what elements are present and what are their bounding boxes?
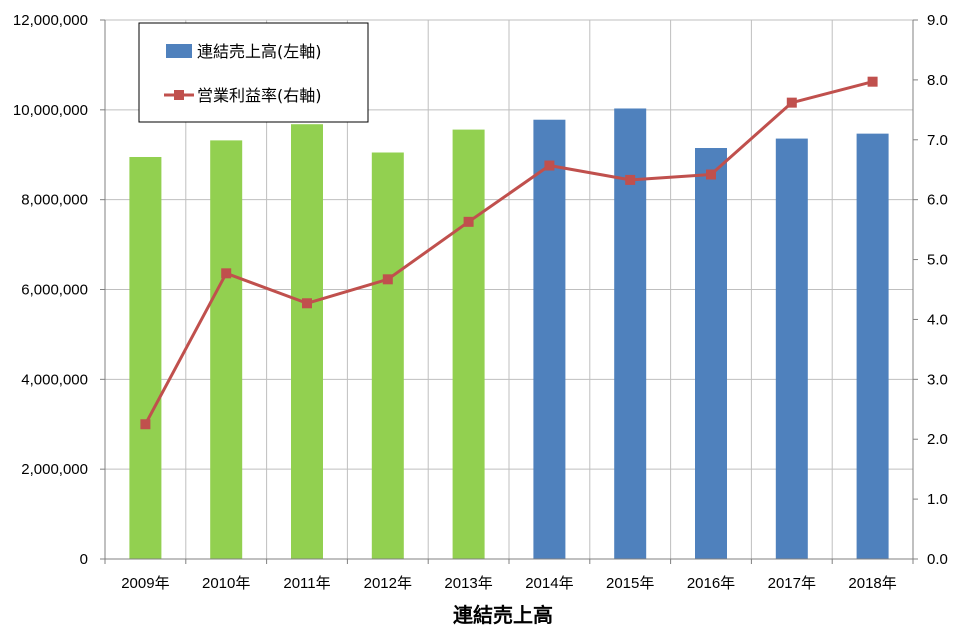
right-tick-label: 9.0 [927, 12, 948, 29]
left-tick-label: 8,000,000 [21, 192, 88, 209]
line-point [221, 268, 232, 279]
category-label: 2015年 [606, 575, 654, 592]
bar [695, 148, 727, 559]
axes [100, 19, 918, 564]
right-tick-label: 3.0 [927, 371, 948, 388]
bar [371, 152, 404, 560]
bar [291, 124, 323, 559]
right-tick-label: 1.0 [927, 491, 948, 508]
bar [533, 119, 566, 559]
line-point [382, 274, 393, 285]
line-path [144, 80, 873, 425]
bar [775, 138, 808, 559]
bar [129, 156, 162, 559]
legend-label-line: 営業利益率(右軸) [197, 86, 322, 105]
legend-swatch-bar [166, 44, 192, 58]
bar [452, 129, 485, 559]
legend-swatch-marker [174, 90, 184, 100]
line-point [544, 160, 555, 171]
category-label: 2017年 [768, 575, 816, 592]
left-tick-label: 6,000,000 [21, 282, 88, 299]
legend: 連結売上高(左軸) 営業利益率(右軸) [138, 22, 369, 123]
left-tick-label: 10,000,000 [13, 102, 88, 119]
line-point [786, 97, 797, 108]
right-tick-label: 6.0 [927, 192, 948, 209]
left-tick-label: 4,000,000 [21, 371, 88, 388]
left-tick-label: 12,000,000 [13, 12, 88, 29]
line-point [625, 174, 636, 185]
category-label: 2011年 [283, 575, 330, 592]
line-point [706, 169, 716, 180]
category-labels: 2009年 2010年 2011年 2012年 2013年 2014年 2015年 2016年… [121, 575, 897, 592]
right-tick-label: 8.0 [927, 72, 948, 89]
category-label: 2013年 [444, 575, 492, 592]
legend-label-bar: 連結売上高(左軸) [197, 42, 322, 61]
right-axis-tick-labels: 0.0 1.0 2.0 3.0 4.0 5.0 6.0 7.0 8.0 9.0 [927, 12, 948, 568]
line-point [867, 76, 878, 87]
bar-series [129, 108, 889, 560]
category-label: 2018年 [848, 575, 896, 592]
bar [856, 133, 889, 559]
right-tick-label: 0.0 [927, 551, 948, 568]
category-label: 2009年 [121, 575, 169, 592]
x-axis-title: 連結売上高 [453, 603, 553, 627]
left-tick-label: 0 [80, 551, 88, 568]
bar [210, 140, 243, 560]
category-label: 2014年 [525, 575, 573, 592]
left-axis-tick-labels: 0 2,000,000 4,000,000 6,000,000 8,000,000 10,… [13, 12, 88, 568]
category-label: 2016年 [687, 575, 735, 592]
left-tick-label: 2,000,000 [21, 461, 88, 478]
right-tick-label: 7.0 [927, 132, 948, 149]
line-point [140, 419, 151, 430]
right-tick-label: 2.0 [927, 431, 948, 448]
category-label: 2012年 [364, 575, 412, 592]
legend-box [138, 22, 369, 123]
line-point [463, 216, 474, 227]
right-tick-label: 5.0 [927, 252, 948, 269]
line-point [302, 298, 312, 309]
category-label: 2010年 [202, 575, 250, 592]
right-tick-label: 4.0 [927, 311, 948, 328]
line-series [140, 76, 878, 430]
